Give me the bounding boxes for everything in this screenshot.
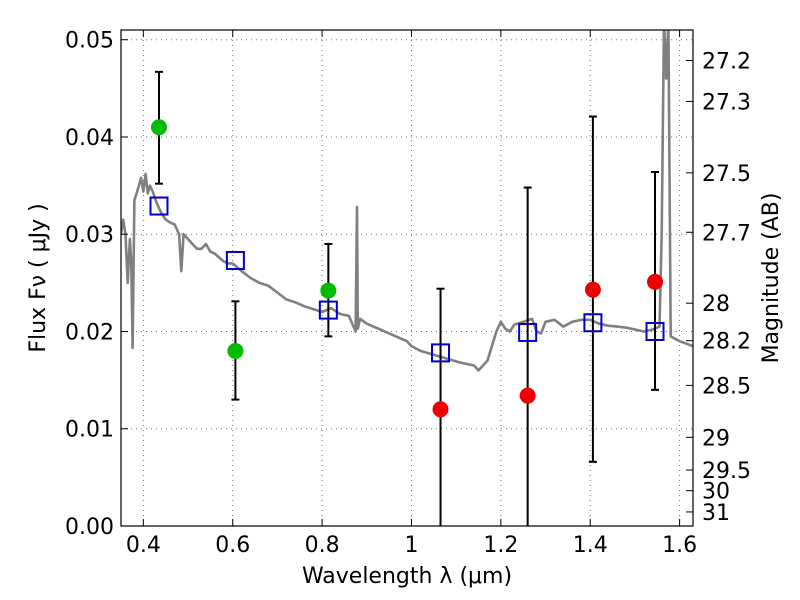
model-photometry-square — [431, 343, 451, 363]
mag-tick-label: 31 — [702, 501, 730, 526]
y-tick-label: 0.03 — [65, 223, 114, 248]
x-tick-label: 0.6 — [215, 533, 250, 558]
mag-tick-label: 30 — [702, 480, 730, 505]
green-data-point — [150, 119, 167, 136]
ticks-layer: 0.4 0.6 0.8 1 1.2 1.4 1.6 0.00 0.01 0.02 0.03 0.04 0… — [65, 29, 751, 558]
green-data-point — [227, 342, 244, 359]
y-tick-label: 0.00 — [65, 515, 114, 540]
x-tick-label: 1.6 — [662, 533, 697, 558]
x-tick-label: 1.4 — [573, 533, 608, 558]
x-tick-label: 1.2 — [483, 533, 518, 558]
model-photometry-square — [645, 321, 665, 341]
x-axis-label: Wavelength λ (μm) — [302, 564, 512, 589]
mag-tick-label: 29.5 — [702, 459, 751, 484]
y-tick-label: 0.04 — [65, 126, 114, 151]
y2-axis-label: Magnitude (AB) — [759, 193, 784, 364]
model-photometry-square — [518, 322, 538, 342]
mag-tick-label: 27.2 — [702, 49, 751, 74]
model-photometry-square — [149, 196, 169, 216]
model-photometry-square — [318, 300, 338, 320]
red-data-point — [432, 401, 449, 418]
x-tick-label: 0.4 — [126, 533, 161, 558]
mag-tick-label: 29 — [702, 426, 730, 451]
green-data-point — [320, 282, 337, 299]
y-axis-label: Flux Fν ( μJy ) — [26, 203, 51, 352]
error-bar — [523, 186, 532, 526]
marker-layer — [149, 119, 665, 418]
mag-tick-label: 27.7 — [702, 221, 751, 246]
mag-tick-label: 27.5 — [702, 162, 751, 187]
mag-tick-label: 28 — [702, 292, 730, 317]
red-data-point — [584, 281, 601, 298]
mag-tick-label: 28.2 — [702, 330, 751, 355]
y-tick-label: 0.01 — [65, 418, 114, 443]
red-data-point — [519, 387, 536, 404]
y-tick-label: 0.02 — [65, 320, 114, 345]
y-tick-label: 0.05 — [65, 29, 114, 54]
plot-frame — [120, 29, 694, 527]
x-tick-label: 0.8 — [305, 533, 340, 558]
x-tick-label: 1 — [404, 533, 418, 558]
model-photometry-square — [225, 250, 245, 270]
red-data-point — [647, 273, 664, 290]
mag-tick-label: 28.5 — [702, 374, 751, 399]
model-photometry-square — [583, 313, 603, 333]
mag-tick-label: 27.3 — [702, 90, 751, 115]
